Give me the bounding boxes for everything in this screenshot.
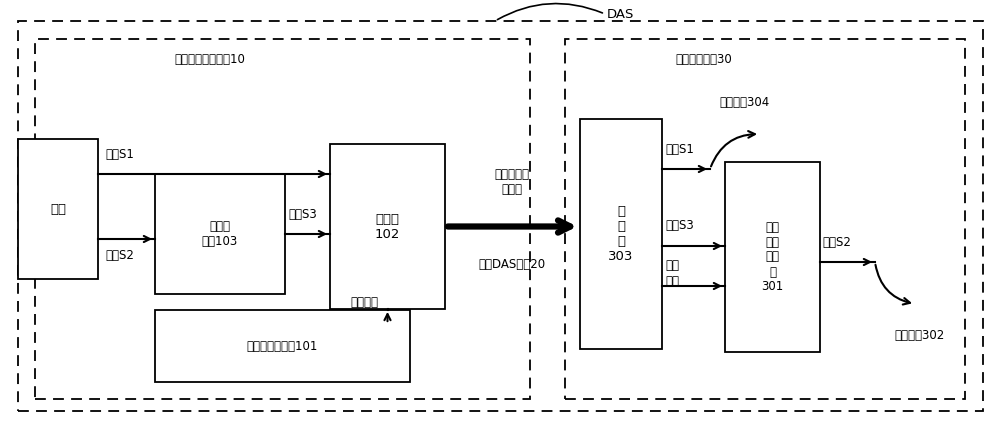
Text: 第二天线304: 第二天线304: [720, 96, 770, 109]
Bar: [580, 119, 662, 349]
Text: 信号S2: 信号S2: [822, 236, 851, 249]
Text: 第一信号发生器101: 第一信号发生器101: [247, 340, 318, 352]
Bar: [725, 162, 820, 352]
Text: 分
路
器
303: 分 路 器 303: [608, 205, 634, 263]
Text: 信号S3: 信号S3: [665, 219, 694, 232]
Text: 信号: 信号: [665, 275, 679, 288]
Text: 本振: 本振: [665, 259, 679, 272]
Text: 合路器
102: 合路器 102: [375, 212, 400, 240]
Text: 信号S1: 信号S1: [665, 143, 694, 156]
Bar: [18, 139, 98, 279]
Text: 信号S2: 信号S2: [105, 249, 134, 262]
Bar: [330, 144, 445, 309]
Text: 信源: 信源: [50, 203, 66, 215]
Text: 第一
无源
混频
器
301: 第一 无源 混频 器 301: [761, 220, 784, 293]
Text: 远端发射设备30: 远端发射设备30: [675, 53, 732, 65]
Bar: [155, 174, 285, 294]
Text: 无源DAS线路20: 无源DAS线路20: [478, 257, 546, 271]
Text: 第一混
频器103: 第一混 频器103: [202, 220, 238, 248]
Text: 信号S1: 信号S1: [105, 148, 134, 161]
Text: 第一天线302: 第一天线302: [895, 329, 945, 342]
Text: DAS: DAS: [606, 8, 634, 20]
Text: 下行射频合
路信号: 下行射频合 路信号: [494, 168, 530, 196]
Bar: [565, 39, 965, 399]
Bar: [35, 39, 530, 399]
Text: 本振信号: 本振信号: [350, 296, 378, 309]
Text: 信号S3: 信号S3: [288, 208, 317, 221]
Bar: [155, 310, 410, 382]
Text: 近端信号发生设备10: 近端信号发生设备10: [175, 53, 245, 65]
